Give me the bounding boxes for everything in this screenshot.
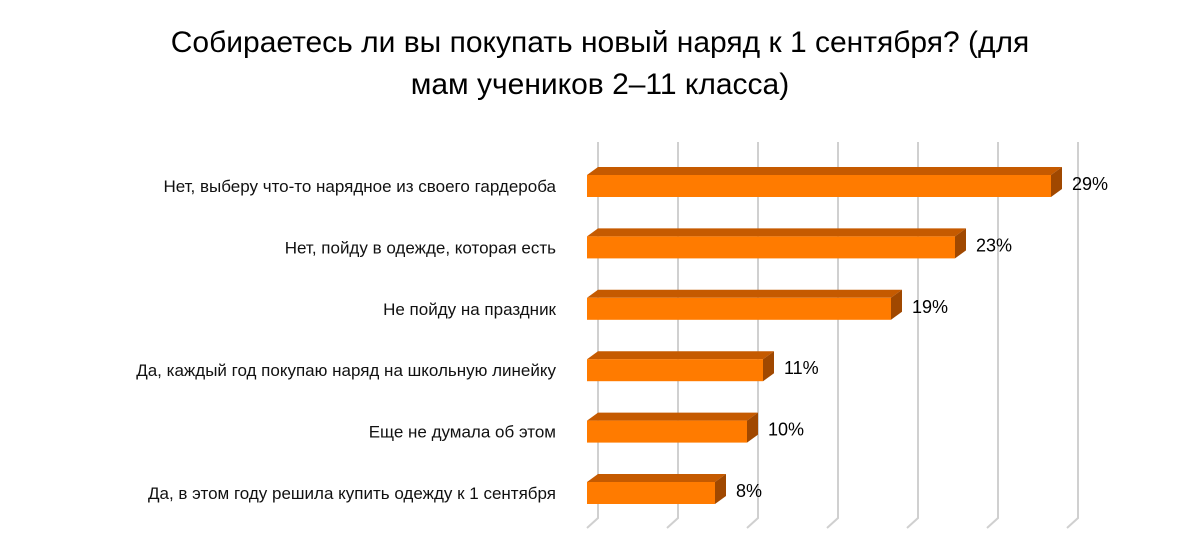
title-line-2: мам учеников 2–11 класса) bbox=[410, 68, 790, 101]
data-label: 23% bbox=[976, 235, 1012, 255]
bar-top bbox=[587, 228, 966, 237]
title-line-1: Собираетесь ли вы покупать новый наряд к… bbox=[170, 26, 1030, 59]
gridline bbox=[586, 142, 599, 529]
category-label: Еще не думала об этом bbox=[369, 423, 556, 442]
gridline bbox=[1066, 142, 1079, 529]
bar-side bbox=[1051, 167, 1062, 197]
bar-side bbox=[747, 412, 758, 443]
gridline bbox=[826, 142, 839, 529]
bar-side bbox=[955, 228, 966, 259]
chart-title: Собираетесь ли вы покупать новый наряд к… bbox=[0, 22, 1200, 106]
category-label: Да, в этом году решила купить одежду к 1… bbox=[148, 484, 556, 503]
bar-top bbox=[587, 351, 774, 360]
gridline bbox=[666, 142, 679, 529]
bar bbox=[587, 420, 747, 443]
bar bbox=[587, 359, 763, 382]
category-label: Не пойду на праздник bbox=[383, 300, 556, 319]
bar bbox=[587, 175, 1051, 197]
category-label: Нет, пойду в одежде, которая есть bbox=[285, 238, 556, 257]
category-label: Да, каждый год покупаю наряд на школьную… bbox=[136, 361, 556, 380]
data-label: 11% bbox=[784, 358, 819, 378]
data-label: 29% bbox=[1072, 174, 1108, 194]
bar-side bbox=[891, 289, 902, 320]
bar-top bbox=[587, 289, 902, 298]
gridline bbox=[906, 142, 919, 529]
gridline bbox=[986, 142, 999, 529]
bar-side bbox=[715, 474, 726, 504]
category-label: Нет, выберу что-то нарядное из своего га… bbox=[163, 177, 556, 196]
bar-top bbox=[587, 412, 758, 421]
bar-top bbox=[587, 167, 1062, 175]
data-label: 8% bbox=[736, 481, 762, 501]
bar bbox=[587, 482, 715, 504]
data-label: 10% bbox=[768, 420, 804, 440]
bar-side bbox=[763, 351, 774, 382]
bar bbox=[587, 297, 891, 320]
data-label: 19% bbox=[912, 297, 948, 317]
gridline bbox=[746, 142, 759, 529]
bar bbox=[587, 236, 955, 259]
bar-top bbox=[587, 474, 726, 482]
